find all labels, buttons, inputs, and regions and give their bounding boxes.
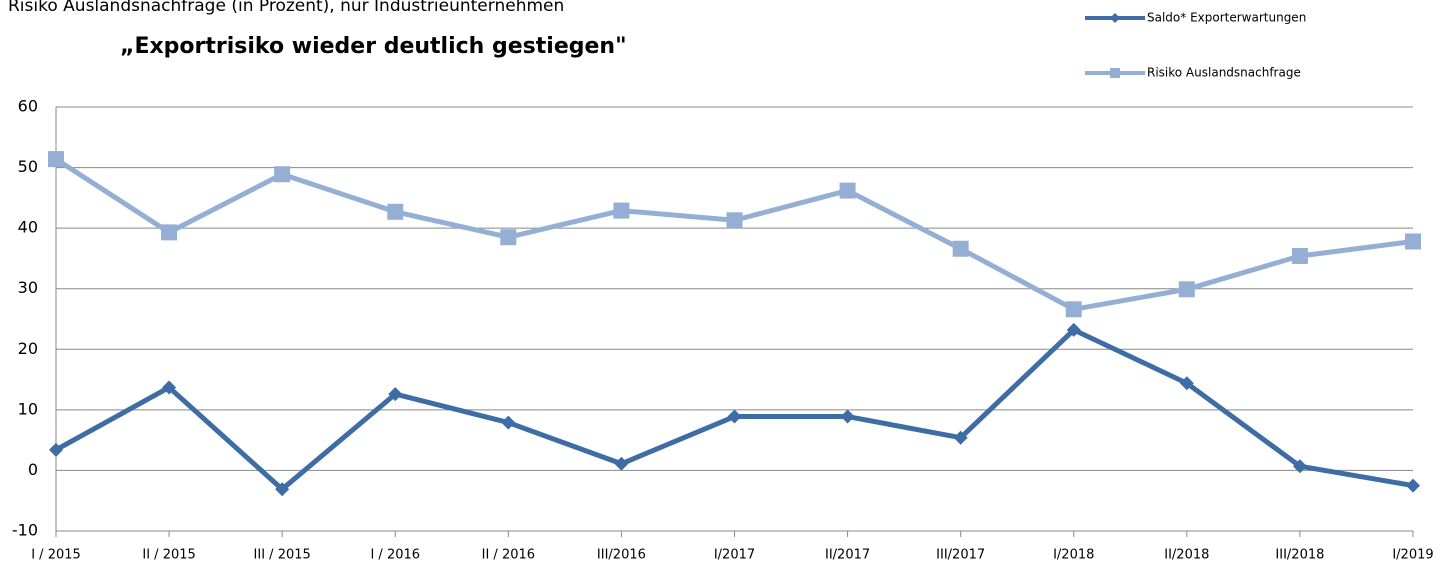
- x-tick-label: I/2019: [1392, 548, 1433, 563]
- x-tick-label: I/2018: [1053, 548, 1094, 563]
- x-tick-label: II/2017: [825, 548, 870, 563]
- data-point: [1291, 248, 1308, 265]
- data-point: [727, 409, 742, 424]
- data-point: [275, 482, 290, 497]
- x-tick-label: II / 2015: [142, 548, 195, 563]
- y-tick-label: 30: [18, 278, 38, 297]
- data-point: [840, 409, 855, 424]
- chart-subtitle: Risiko Auslandsnachfrage (in Prozent), n…: [8, 0, 564, 16]
- y-tick-label: 40: [18, 218, 38, 237]
- data-point: [388, 387, 403, 402]
- legend-marker: [1110, 13, 1120, 23]
- data-point: [274, 166, 291, 183]
- y-tick-label: 60: [18, 97, 38, 116]
- data-point: [953, 430, 968, 445]
- x-tick-label: I / 2015: [31, 548, 81, 563]
- y-tick-label: 10: [18, 399, 38, 418]
- y-tick-label: 50: [18, 157, 38, 176]
- x-tick-label: I / 2016: [370, 548, 420, 563]
- data-point: [1292, 459, 1307, 474]
- data-point: [49, 442, 63, 457]
- data-point: [1405, 233, 1421, 250]
- y-tick-label: 0: [28, 460, 38, 479]
- series-line: [54, 156, 1414, 312]
- legend-label: Risiko Auslandsnachfrage: [1147, 66, 1301, 80]
- data-point: [613, 202, 630, 219]
- x-tick-label: III/2017: [936, 548, 985, 563]
- data-point: [48, 151, 64, 168]
- data-point: [1179, 376, 1194, 391]
- data-point: [161, 224, 178, 241]
- data-point: [726, 212, 743, 229]
- x-tick-label: III/2018: [1275, 548, 1324, 563]
- x-tick-label: II/2018: [1164, 548, 1209, 563]
- data-point: [1178, 281, 1195, 298]
- data-point: [387, 203, 404, 220]
- legend-marker: [1110, 68, 1120, 78]
- chart-title: „Exportrisiko wieder deutlich gestiegen": [120, 34, 627, 59]
- x-tick-label: II / 2016: [482, 548, 535, 563]
- data-point: [1066, 322, 1081, 337]
- x-tick-label: I/2017: [714, 548, 755, 563]
- data-point: [1406, 478, 1420, 493]
- data-point: [839, 182, 856, 199]
- data-point: [500, 229, 517, 246]
- data-point: [1065, 301, 1082, 318]
- data-point: [614, 456, 629, 471]
- x-tick-label: III/2016: [597, 548, 646, 563]
- y-tick-label: 20: [18, 339, 38, 358]
- data-point: [952, 240, 969, 257]
- data-point: [162, 380, 177, 395]
- y-tick-label: -10: [12, 521, 38, 540]
- data-point: [501, 415, 516, 430]
- x-tick-label: III / 2015: [254, 548, 311, 563]
- legend-label: Saldo* Exporterwartungen: [1147, 11, 1306, 25]
